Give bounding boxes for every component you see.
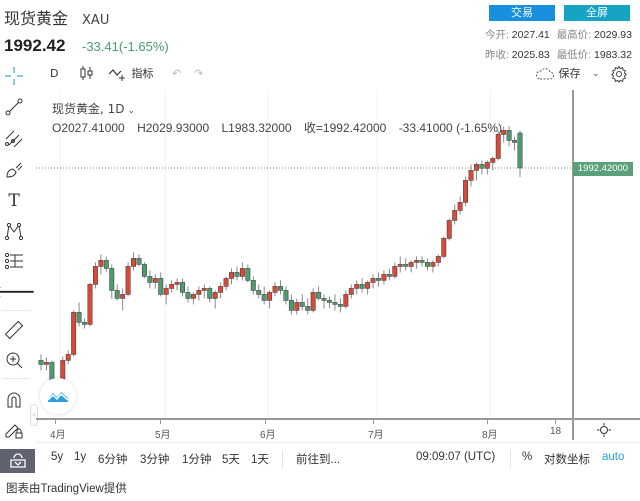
toolbar-divider xyxy=(2,378,30,379)
measure-tool-icon[interactable] xyxy=(3,250,25,272)
last-price-label: 1992.42000 xyxy=(573,162,633,176)
time-axis-tick xyxy=(55,420,56,424)
open-label: 今开: xyxy=(484,29,509,41)
pattern-icon[interactable] xyxy=(3,220,25,242)
save-dropdown-chevron-icon[interactable]: ⌄ xyxy=(592,69,600,79)
low-label: 最低价: xyxy=(556,49,592,61)
legend-chevron-icon[interactable]: ⌄ xyxy=(127,106,136,116)
divider xyxy=(510,450,511,468)
axis-settings-icon[interactable] xyxy=(596,422,612,442)
stats-row-1: 今开: 2027.41 最高价: 2029.93 xyxy=(485,27,632,42)
time-axis-label: 8月 xyxy=(482,430,498,441)
time-axis-tick xyxy=(487,420,488,424)
time-axis-tick xyxy=(265,420,266,424)
undo-icon[interactable]: ↶ xyxy=(172,67,182,80)
brush-icon[interactable] xyxy=(3,159,25,181)
range-1y[interactable]: 1y xyxy=(74,451,87,463)
pitchfork-icon[interactable] xyxy=(3,128,25,150)
indicators-label: 指标 xyxy=(131,67,154,80)
legend-symbol-interval: 现货黄金, 1D xyxy=(52,102,125,116)
time-axis-label: 4月 xyxy=(50,430,66,441)
text-tool-icon[interactable]: T xyxy=(8,191,20,211)
time-axis-label: 18 xyxy=(550,426,562,437)
prev-close-label: 昨收: xyxy=(484,49,509,61)
prev-close-value: 2025.83 xyxy=(511,49,550,61)
stats-row-2: 昨收: 2025.83 最低价: 1983.32 xyxy=(485,47,632,62)
hide-drawings-button[interactable] xyxy=(0,449,35,473)
price-axis-border xyxy=(572,90,574,440)
high-value: 2029.93 xyxy=(594,29,632,41)
time-axis-tick xyxy=(555,420,556,424)
legend-change: -33.41000 (-1.65%) xyxy=(398,121,503,135)
save-label: 保存 xyxy=(558,67,581,80)
percent-scale-toggle[interactable]: % xyxy=(522,451,533,463)
time-axis[interactable]: 4月 5月 6月 7月 8月 18 xyxy=(36,418,640,441)
range-6min[interactable]: 6分钟 xyxy=(98,454,128,466)
time-axis-label: 7月 xyxy=(368,430,384,441)
current-price: 1992.42 xyxy=(4,36,66,55)
auto-scale-toggle[interactable]: auto xyxy=(602,451,625,463)
low-value: 1983.32 xyxy=(594,49,632,61)
bottom-toolbar: 5y 1y 6分钟 3分钟 1分钟 5天 1天 前往到... 09:09:07 … xyxy=(36,442,640,470)
tradingview-logo[interactable] xyxy=(40,378,76,414)
legend-open: O2027.41000 xyxy=(52,121,125,135)
back-arrow-icon[interactable]: 🡐 xyxy=(0,282,36,301)
trend-line-icon[interactable] xyxy=(3,96,25,118)
drawing-toolbar: T 🡐 xyxy=(0,62,36,452)
legend-high: H2029.93000 xyxy=(137,121,210,135)
time-axis-tick xyxy=(160,420,161,424)
log-scale-toggle[interactable]: 对数坐标 xyxy=(544,454,590,466)
open-value: 2027.41 xyxy=(511,29,550,41)
zoom-in-icon[interactable] xyxy=(3,349,25,371)
instrument-name: 现货黄金 xyxy=(4,9,69,28)
candle-type-icon[interactable] xyxy=(79,65,95,84)
range-1d[interactable]: 1天 xyxy=(251,454,269,466)
ohlc-legend: O2027.41000 H2029.93000 L1983.32000 收=19… xyxy=(52,119,511,136)
candlestick-chart[interactable] xyxy=(36,90,573,418)
indicators-button[interactable]: 指标 xyxy=(108,65,154,82)
time-axis-label: 6月 xyxy=(260,430,276,441)
range-5y[interactable]: 5y xyxy=(51,451,64,463)
chart-toolbar: D 指标 ↶ ↷ 保存 ⌄ xyxy=(30,62,640,88)
fullscreen-button[interactable]: 全屏 xyxy=(564,5,630,21)
legend-low: L1983.32000 xyxy=(221,121,292,135)
price-change: -33.41(-1.65%) xyxy=(82,39,169,54)
legend-close: 收=1992.42000 xyxy=(303,121,387,135)
chart-legend-title[interactable]: 现货黄金, 1D ⌄ xyxy=(52,100,135,117)
save-button[interactable]: 保存 xyxy=(535,65,581,81)
interval-button[interactable]: D xyxy=(50,67,59,80)
ruler-icon[interactable] xyxy=(3,319,25,341)
lock-drawings-icon[interactable] xyxy=(3,419,25,441)
utc-clock[interactable]: 09:09:07 (UTC) xyxy=(416,451,496,463)
range-3min[interactable]: 3分钟 xyxy=(140,454,170,466)
collapse-toolbar-handle[interactable]: ‹ xyxy=(30,404,38,426)
range-5d[interactable]: 5天 xyxy=(222,454,240,466)
goto-date-button[interactable]: 前往到... xyxy=(296,454,341,466)
time-axis-label: 5月 xyxy=(155,430,171,441)
range-1min[interactable]: 1分钟 xyxy=(182,454,212,466)
instrument-symbol: XAU xyxy=(82,13,110,28)
time-axis-tick xyxy=(373,420,374,424)
attribution-text: 图表由TradingView提供 xyxy=(6,483,127,495)
instrument-title: 现货黄金 XAU xyxy=(4,5,109,29)
settings-gear-icon[interactable] xyxy=(610,65,628,86)
crosshair-icon[interactable] xyxy=(3,65,25,87)
redo-icon[interactable]: ↷ xyxy=(194,67,204,80)
high-label: 最高价: xyxy=(556,29,592,41)
divider xyxy=(282,450,283,468)
trade-button[interactable]: 交易 xyxy=(489,5,555,21)
toolbar-divider xyxy=(2,310,30,311)
magnet-icon[interactable] xyxy=(3,389,25,411)
